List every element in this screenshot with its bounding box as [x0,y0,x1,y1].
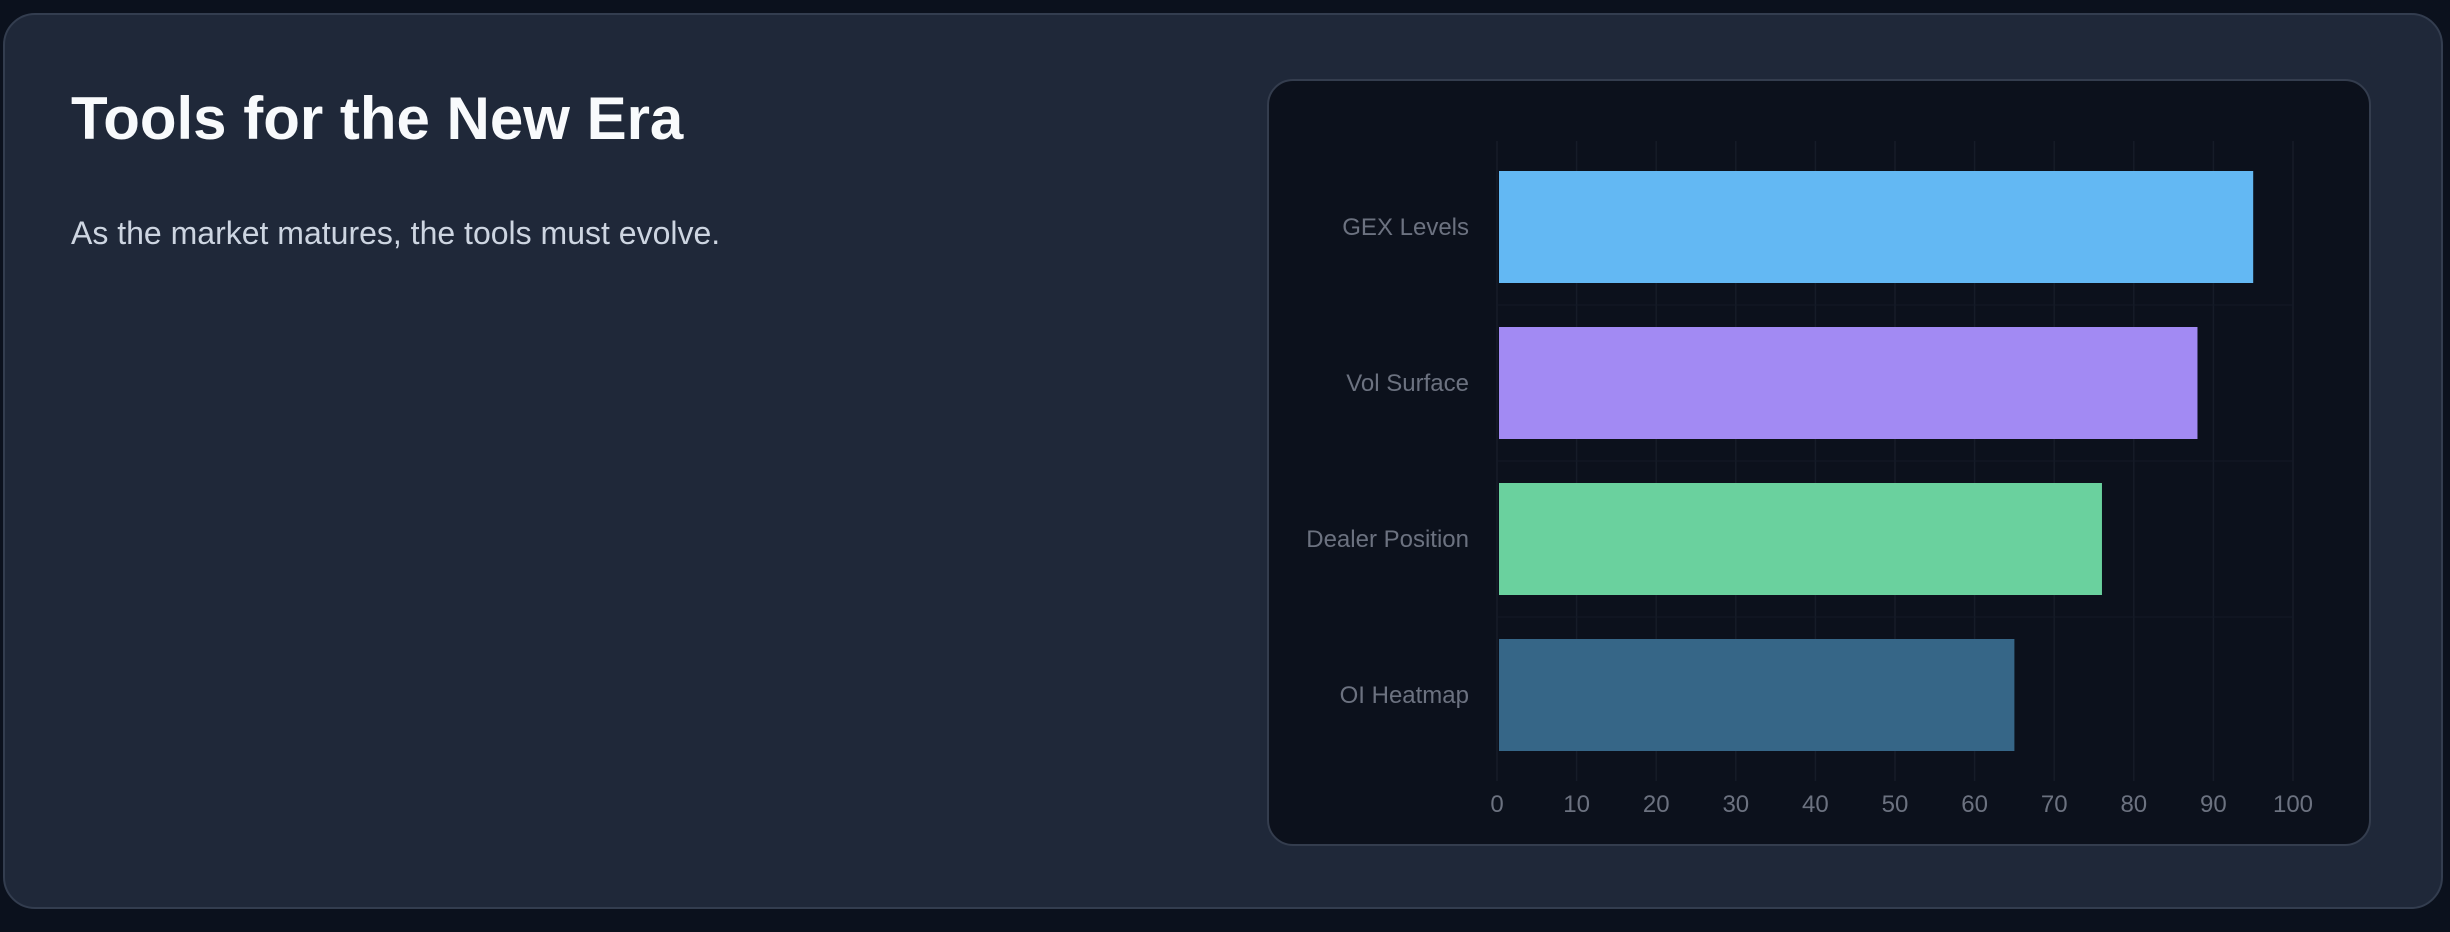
x-tick-label: 50 [1882,791,1909,818]
chart-panel: GEX Levels Vol Surface Dealer Position OI H… [1267,79,2371,846]
bar-vol-surface [1499,327,2198,439]
category-label: Vol Surface [1346,370,1469,397]
x-tick-label: 100 [2273,791,2313,818]
card-title: Tools for the New Era [71,85,684,152]
bar-dealer-position [1499,483,2102,595]
x-tick-label: 30 [1722,791,1749,818]
bar-oi-heatmap [1499,639,2015,751]
card-subtitle: As the market matures, the tools must ev… [71,215,721,251]
x-tick-label: 0 [1490,791,1503,818]
category-labels: GEX Levels Vol Surface Dealer Position OI H… [1306,214,1469,709]
category-label: Dealer Position [1306,526,1469,553]
x-tick-label: 90 [2200,791,2227,818]
x-tick-label: 80 [2120,791,2147,818]
bar-gex-levels [1499,171,2254,283]
x-tick-labels: 0 10 20 30 40 50 60 70 80 90 100 [1490,791,2313,818]
bars [1499,171,2254,751]
x-tick-label: 60 [1961,791,1988,818]
category-label: OI Heatmap [1340,682,1469,709]
category-label: GEX Levels [1342,214,1469,241]
x-tick-label: 20 [1643,791,1670,818]
x-tick-label: 10 [1563,791,1590,818]
feature-card: Tools for the New Era As the market matu… [3,13,2443,909]
x-tick-label: 70 [2041,791,2068,818]
x-tick-label: 40 [1802,791,1829,818]
bar-chart: GEX Levels Vol Surface Dealer Position OI H… [1306,141,2313,818]
